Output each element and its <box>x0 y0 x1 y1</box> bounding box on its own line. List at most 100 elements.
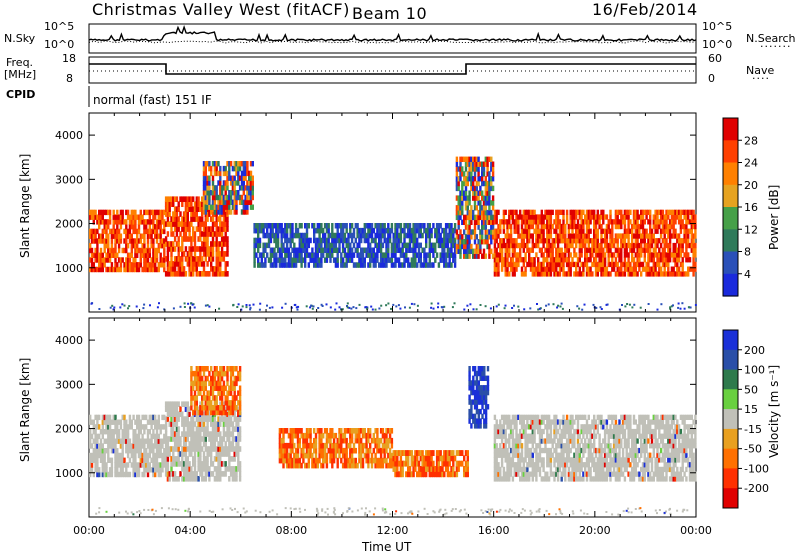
echo-cell <box>285 227 289 234</box>
echo-cell <box>679 261 683 268</box>
echo-cell <box>217 180 220 186</box>
echo-cell <box>159 424 162 430</box>
echo-cell <box>226 236 229 242</box>
echo-cell <box>638 233 641 239</box>
echo-cell <box>231 395 235 401</box>
echo-cell <box>667 209 670 215</box>
echo-cell <box>103 467 106 473</box>
echo-cell <box>116 224 119 230</box>
echo-cell <box>555 266 558 272</box>
echo-cell <box>546 228 549 234</box>
echo-cell <box>190 471 193 477</box>
echo-cell <box>509 242 513 249</box>
echo-cell <box>282 452 285 459</box>
echo-cell <box>340 428 343 434</box>
noise-cell <box>281 306 284 309</box>
noise-cell <box>639 306 642 309</box>
echo-cell <box>266 252 269 258</box>
echo-cell <box>181 461 184 467</box>
echo-cell <box>190 221 193 227</box>
echo-cell <box>645 209 648 215</box>
echo-cell <box>524 252 527 258</box>
echo-cell <box>484 224 487 230</box>
echo-cell <box>202 370 206 377</box>
echo-cell <box>497 228 500 234</box>
echo-cell <box>325 237 329 244</box>
echo-cell <box>208 471 211 477</box>
echo-cell <box>255 252 258 258</box>
echo-cell <box>224 471 227 477</box>
echo-cell <box>204 456 207 462</box>
echo-cell <box>499 228 502 234</box>
echo-cell <box>338 432 341 439</box>
echo-cell <box>195 375 198 382</box>
echo-cell <box>89 457 92 463</box>
echo-cell <box>125 228 128 235</box>
noise-cell <box>341 308 344 311</box>
echo-cell <box>213 370 217 377</box>
echo-cell <box>285 232 289 239</box>
echo-cell <box>320 452 323 459</box>
echo-cell <box>237 431 240 437</box>
echo-cell <box>464 248 468 254</box>
noise-cell <box>284 302 287 305</box>
echo-cell <box>210 446 213 452</box>
echo-cell <box>287 252 291 258</box>
echo-cell <box>475 253 478 259</box>
echo-cell <box>540 238 543 244</box>
echo-cell <box>285 247 289 253</box>
echo-cell <box>190 366 193 372</box>
echo-cell <box>542 252 545 258</box>
echo-cell <box>139 233 142 239</box>
echo-cell <box>416 252 419 258</box>
echo-cell <box>459 209 462 216</box>
echo-cell <box>289 232 292 239</box>
echo-cell <box>244 194 247 201</box>
echo-cell <box>331 237 334 244</box>
echo-cell <box>677 266 681 272</box>
echo-cell <box>172 436 175 442</box>
echo-cell <box>229 194 233 201</box>
echo-cell <box>365 437 368 444</box>
echo-cell <box>137 228 141 235</box>
echo-cell <box>593 261 596 268</box>
echo-cell <box>134 433 137 440</box>
echo-cell <box>576 271 580 277</box>
echo-cell <box>464 190 468 196</box>
echo-cell <box>224 221 227 227</box>
echo-cell <box>437 242 441 249</box>
echo-cell <box>201 466 204 472</box>
echo-cell <box>148 233 151 239</box>
echo-cell <box>537 271 540 277</box>
echo-cell <box>497 223 500 230</box>
echo-cell <box>159 209 162 216</box>
echo-cell <box>634 266 637 272</box>
echo-cell <box>679 209 683 215</box>
echo-cell <box>519 233 522 239</box>
echo-cell <box>166 456 170 462</box>
echo-cell <box>407 242 410 249</box>
nsky-strip <box>88 23 697 54</box>
echo-cell <box>116 209 119 216</box>
echo-cell <box>470 156 473 162</box>
echo-cell <box>219 431 222 437</box>
echo-cell <box>206 271 209 277</box>
echo-cell <box>136 471 139 478</box>
echo-cell <box>314 257 318 263</box>
echo-cell <box>105 424 108 430</box>
echo-cell <box>486 161 489 167</box>
echo-cell <box>331 452 334 459</box>
echo-cell <box>481 195 484 201</box>
echo-cell <box>202 266 206 272</box>
echo-cell <box>491 161 495 167</box>
echo-cell <box>481 171 484 177</box>
echo-cell <box>589 271 592 277</box>
echo-cell <box>99 233 103 239</box>
echo-cell <box>459 176 462 182</box>
echo-cell <box>585 261 589 268</box>
echo-cell <box>459 253 462 259</box>
echo-cell <box>345 457 348 464</box>
echo-cell <box>690 214 693 220</box>
echo-cell <box>98 467 101 473</box>
echo-cell <box>262 247 265 253</box>
